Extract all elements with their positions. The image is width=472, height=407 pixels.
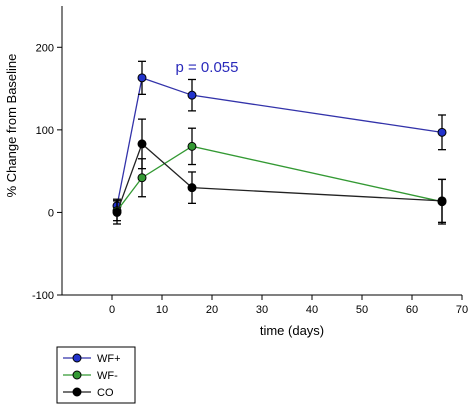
x-tick-label: 60 — [406, 304, 418, 316]
data-point — [187, 90, 197, 100]
x-axis-title: time (days) — [260, 323, 324, 338]
data-point — [137, 173, 147, 183]
legend: WF+ WF- CO — [56, 346, 136, 404]
legend-label: WF+ — [97, 353, 121, 365]
legend-label: WF- — [97, 370, 118, 382]
legend-swatch-marker — [72, 387, 82, 397]
data-point — [112, 207, 122, 217]
data-point — [187, 183, 197, 193]
ticks: 0 10 20 30 40 50 60 70 -100 0 100 200 — [32, 42, 468, 316]
series-line — [116, 142, 443, 213]
x-tick-label: 0 — [109, 304, 115, 316]
data-point — [437, 196, 447, 206]
y-axis-title: % Change from Baseline — [4, 54, 19, 198]
legend-swatch-marker — [72, 353, 82, 363]
series-layer — [112, 60, 447, 225]
y-tick-label: 200 — [36, 42, 54, 54]
series-line — [116, 76, 443, 206]
legend-label: CO — [97, 387, 114, 399]
y-tick-label: 100 — [36, 125, 54, 137]
p-value-annotation: p = 0.055 — [176, 59, 239, 76]
x-tick-label: 20 — [206, 304, 218, 316]
series-line — [116, 145, 443, 212]
series-wf — [112, 60, 447, 214]
legend-swatch-marker — [72, 370, 82, 380]
axes — [61, 6, 462, 296]
data-point — [437, 127, 447, 137]
x-tick-label: 30 — [256, 304, 268, 316]
data-point — [137, 73, 147, 83]
series-co — [112, 118, 447, 225]
x-tick-label: 50 — [356, 304, 368, 316]
y-tick-label: -100 — [32, 290, 54, 302]
data-point — [187, 141, 197, 151]
y-tick-label: 0 — [48, 207, 54, 219]
x-tick-label: 70 — [456, 304, 468, 316]
x-tick-label: 10 — [156, 304, 168, 316]
data-point — [137, 139, 147, 149]
series-wf — [112, 127, 447, 225]
x-tick-label: 40 — [306, 304, 318, 316]
